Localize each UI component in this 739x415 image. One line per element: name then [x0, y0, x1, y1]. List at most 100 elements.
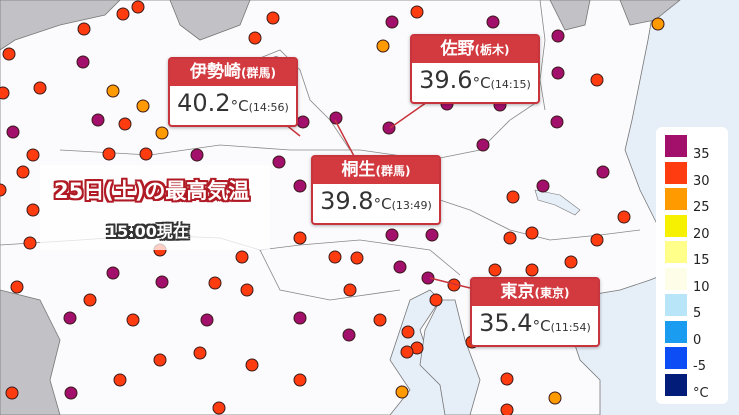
station-marker-purple — [536, 179, 550, 193]
station-marker-red — [564, 255, 578, 269]
legend-swatch — [665, 188, 687, 210]
leader-lines — [279, 99, 471, 289]
callout-unit: °C — [472, 74, 491, 92]
station-marker-red — [33, 81, 47, 95]
legend-swatch — [665, 161, 687, 184]
station-marker-red — [0, 183, 7, 197]
station-marker-red — [26, 203, 40, 217]
station-marker-red — [266, 11, 280, 25]
station-marker-red — [26, 148, 40, 162]
other-region-gray — [0, 0, 121, 51]
station-marker-red — [373, 313, 387, 327]
station-marker-red — [193, 346, 207, 360]
legend-label: 15 — [693, 253, 710, 268]
station-marker-red — [102, 147, 116, 161]
legend-label: 20 — [693, 226, 710, 242]
station-marker-red — [83, 293, 97, 307]
callout-time: (14:15) — [490, 78, 531, 91]
station-marker-red — [293, 373, 307, 387]
station-marker-orange — [106, 84, 120, 98]
callout-kiryu: 桐生(群馬) 39.8°C(13:49) — [311, 155, 441, 225]
station-marker-orange — [548, 391, 562, 405]
station-marker-purple — [200, 313, 214, 327]
station-marker-orange — [651, 17, 665, 31]
station-marker-red — [350, 251, 364, 265]
temperature-legend: 35 30 25 20 15 10 5 0 -5 °C — [656, 127, 728, 404]
map-title: 25日(土)の最高気温 — [54, 179, 250, 203]
legend-swatch — [665, 320, 687, 343]
station-marker-red — [153, 353, 167, 367]
callout-unit: °C — [230, 97, 249, 115]
legend-label: 0 — [693, 332, 702, 348]
station-marker-red — [500, 403, 514, 415]
station-marker-red — [590, 233, 604, 247]
station-marker-red — [113, 373, 127, 387]
station-marker-red — [400, 345, 414, 359]
legend-label: °C — [693, 385, 709, 401]
legend-swatch — [665, 214, 687, 237]
station-marker-red — [503, 231, 517, 245]
station-marker-red — [590, 73, 604, 87]
map-subtitle-time: 15:00現在 — [106, 222, 189, 241]
station-marker-red — [116, 7, 130, 21]
callout-unit: °C — [532, 317, 551, 335]
station-marker-purple — [385, 228, 399, 242]
station-marker-purple — [6, 125, 20, 139]
callout-prefecture: (東京) — [534, 286, 570, 300]
legend-swatch — [665, 267, 687, 290]
station-marker-red — [131, 0, 145, 14]
station-marker-purple — [486, 15, 500, 29]
callout-sano: 佐野(栃木) 39.6°C(14:15) — [410, 34, 540, 104]
station-marker-purple — [293, 179, 307, 193]
station-marker-red — [328, 250, 342, 264]
station-marker-red — [500, 372, 514, 386]
station-marker-red — [126, 313, 140, 327]
station-marker-red — [429, 293, 443, 307]
station-marker-red — [240, 283, 254, 297]
legend-swatch — [665, 347, 687, 369]
other-region-gray — [169, 0, 251, 41]
callout-place: 伊勢崎 — [190, 62, 241, 82]
station-marker-red — [208, 276, 222, 290]
station-marker-red — [248, 31, 262, 45]
station-marker-purple — [155, 275, 169, 289]
callout-prefecture: (群馬) — [375, 164, 411, 178]
station-marker-orange — [376, 39, 390, 53]
station-marker-orange — [136, 99, 150, 113]
station-marker-red — [293, 231, 307, 245]
legend-label: 35 — [693, 147, 710, 162]
legend-swatch — [665, 135, 687, 157]
station-marker-purple — [596, 165, 610, 179]
station-marker-orange — [155, 126, 169, 140]
legend-label: 10 — [693, 279, 710, 295]
callout-isesaki: 伊勢崎(群馬) 40.2°C(14:56) — [168, 57, 298, 127]
other-region-gray — [549, 0, 591, 31]
station-marker-purple — [64, 386, 78, 400]
station-markers — [0, 0, 665, 415]
callout-time: (11:54) — [550, 321, 591, 334]
map-title-panel: 25日(土)の最高気温 15:00現在 — [40, 165, 270, 250]
callout-temp: 40.2 — [177, 89, 231, 117]
station-marker-red — [401, 325, 415, 339]
station-marker-red — [410, 5, 424, 19]
callout-prefecture: (栃木) — [474, 43, 510, 57]
station-marker-red — [525, 263, 539, 277]
station-marker-red — [212, 401, 226, 415]
station-marker-red — [235, 250, 249, 264]
station-marker-red — [118, 117, 132, 131]
station-marker-red — [245, 358, 259, 372]
legend-swatch — [665, 373, 687, 396]
callout-unit: °C — [373, 195, 392, 213]
callout-prefecture: (群馬) — [241, 66, 276, 80]
legend-label: -5 — [693, 359, 706, 374]
callout-place: 桐生 — [341, 160, 376, 180]
station-marker-purple — [91, 113, 105, 127]
callout-temp: 39.8 — [320, 187, 374, 215]
station-marker-purple — [342, 328, 356, 342]
station-marker-purple — [393, 260, 407, 274]
callout-temp: 35.4 — [479, 309, 533, 337]
station-marker-red — [16, 165, 30, 179]
callout-time: (14:56) — [248, 101, 289, 114]
callout-place: 佐野 — [440, 39, 475, 59]
callout-tokyo: 東京(東京) 35.4°C(11:54) — [470, 277, 600, 347]
